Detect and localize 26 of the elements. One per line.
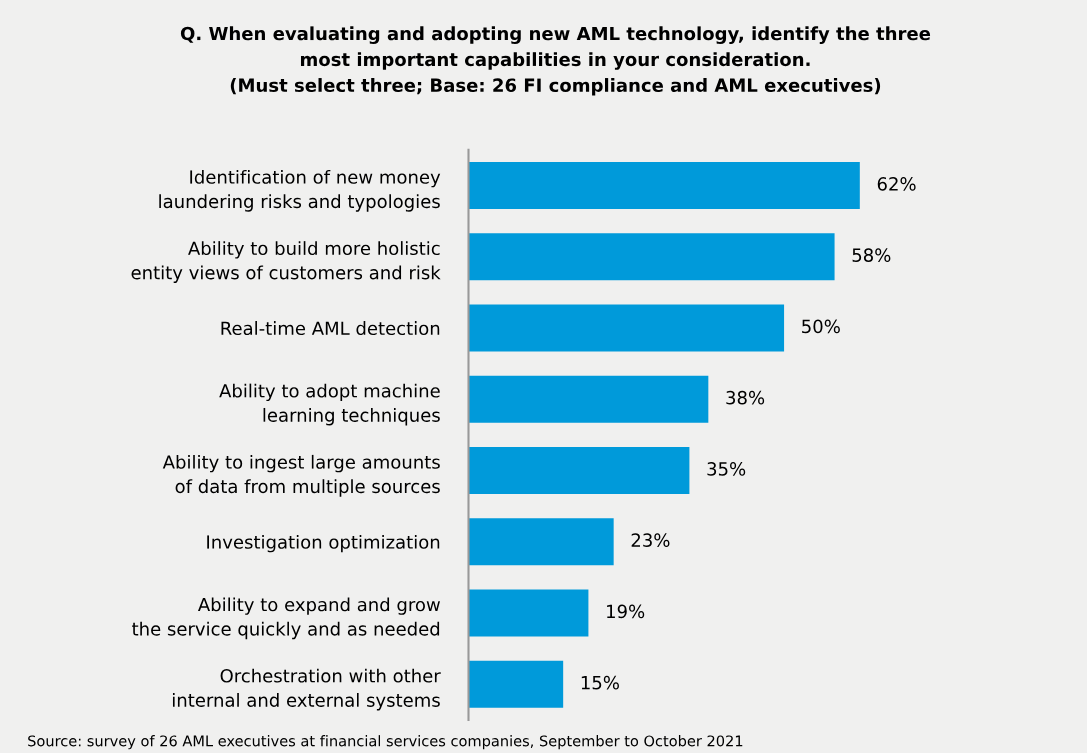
- data-label: 35%: [707, 462, 746, 476]
- data-label: 38%: [726, 390, 765, 405]
- source-note: Source: survey of 26 AML executives at financial services companies, September to October 2021: [28, 735, 743, 750]
- bar: [468, 375, 709, 423]
- bar: [468, 304, 785, 352]
- y-tick-label: Identification of new money laundering risks and typologies: [159, 169, 441, 212]
- y-tick-label: Ability to ingest large amounts of data from multiple sources: [162, 454, 440, 497]
- y-tick-label: Orchestration with other internal and external systems: [172, 668, 441, 711]
- bar: [468, 660, 564, 708]
- data-label: 19%: [607, 604, 645, 619]
- bar: [468, 233, 835, 281]
- bar: [468, 161, 860, 209]
- data-label: 15%: [581, 675, 619, 690]
- bar: [468, 518, 614, 566]
- bar: [468, 589, 589, 637]
- y-tick-label: Ability to expand and grow the service quickly and as needed: [132, 597, 440, 640]
- data-label: 62%: [877, 177, 916, 191]
- y-tick-label: Ability to adopt machine learning techniques: [219, 383, 440, 426]
- data-label: 58%: [852, 248, 891, 262]
- bar: [468, 446, 690, 494]
- y-tick-label: Investigation optimization: [207, 534, 440, 553]
- data-label: 23%: [631, 533, 670, 547]
- data-label: 50%: [802, 319, 840, 334]
- y-tick-label: Ability to build more holistic entity views of customers and risk: [131, 241, 441, 283]
- y-tick-label: Real-time AML detection: [221, 321, 440, 336]
- chart-title: Q. When evaluating and adopting new AML technology, identify the three most important capabilities in your consideration. (Must select three; Base: 26 FI compliance and AML executives): [180, 26, 931, 96]
